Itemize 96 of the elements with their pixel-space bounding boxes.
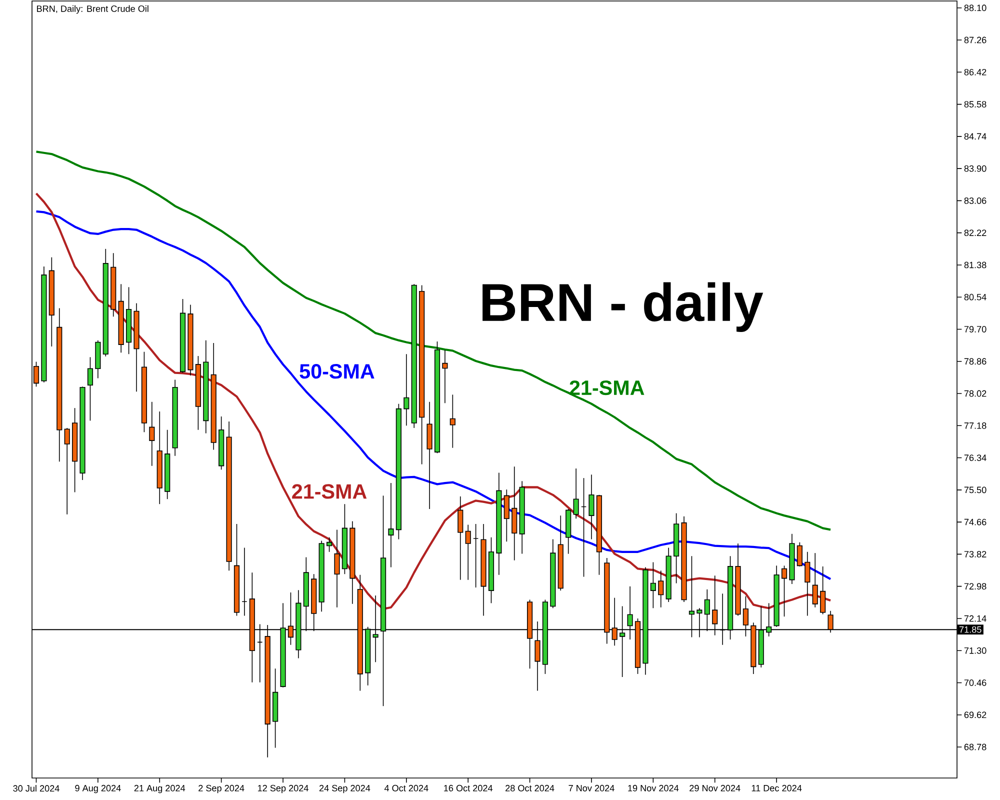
candlestick [650,562,656,609]
candlestick [203,340,209,434]
candlestick [735,543,741,616]
candlestick [350,520,356,604]
candlestick [141,351,147,433]
chart-subtitle: BRN, Daily: Brent Crude Oil [37,5,148,14]
x-tick-label: 29 Nov 2024 [690,784,740,792]
y-tick-label: 69.62 [964,712,986,718]
y-tick-label: 83.90 [964,165,986,172]
candlestick [450,394,456,448]
x-tick-label: 4 Oct 2024 [384,784,428,792]
candlestick [388,482,394,568]
candlestick [458,496,464,580]
x-tick-label: 12 Sep 2024 [258,784,308,794]
candlestick [404,354,410,426]
candlestick [226,421,232,572]
y-tick-label: 70.46 [964,680,986,686]
candlestick [812,552,818,608]
y-tick-label: 85.58 [964,101,986,108]
candlestick [519,480,525,554]
y-tick-label: 72.14 [964,615,986,622]
y-tick-label: 78.86 [964,358,986,365]
candlestick [789,534,795,584]
y-tick-label: 80.54 [964,294,986,300]
candlestick [242,547,248,616]
candlestick [558,515,564,591]
y-tick-label: 74.66 [964,518,986,526]
y-tick-label: 86.42 [964,68,986,76]
candlestick [488,536,494,604]
candlestick [512,466,518,561]
candlestick [774,565,780,628]
candlestick [95,340,101,379]
candlestick [149,402,155,466]
candlestick [102,248,108,357]
candlestick [496,472,502,576]
candlestick [580,478,587,578]
y-tick-label: 81.38 [964,262,986,268]
y-tick-label: 68.78 [964,744,986,750]
x-tick-label: 24 Sep 2024 [319,784,370,794]
y-tick-label: 77.18 [964,422,986,429]
candlestick [56,308,62,462]
series-label: 21-SMA [292,484,367,499]
candlestick [674,512,680,584]
candlestick [681,516,687,602]
text: BRN - daily [482,282,764,332]
x-tick-label: 21 Aug 2024 [134,784,186,794]
x-tick-label: 19 Nov 2024 [628,784,679,792]
x-tick-label: 2 Sep 2024 [198,784,244,794]
candlestick [210,342,216,450]
y-tick-label: 83.06 [964,197,986,204]
candlestick [118,284,124,353]
ref-line-label: 71.85 [959,626,982,633]
candlestick [550,538,556,609]
candlestick [41,266,47,383]
candlestick [573,468,579,520]
candlestick [666,547,672,602]
candlestick [48,256,54,347]
candlestick [804,552,810,616]
candlestick [188,304,194,376]
y-tick-label: 73.82 [964,550,986,558]
y-tick-label: 71.30 [964,647,986,654]
candlestick [72,408,78,493]
x-tick-label: 7 Nov 2024 [568,784,614,792]
candlestick [87,356,94,422]
candlestick [465,524,471,580]
candlestick [588,474,594,540]
candlestick [172,379,178,456]
y-tick-label: 76.34 [964,454,986,461]
series-label: 21-SMA [570,380,644,396]
y-tick-label: 87.26 [964,36,986,44]
y-tick-label: 88.10 [964,4,986,12]
x-tick-label: 16 Oct 2024 [444,784,493,792]
candlestick [110,252,116,318]
x-tick-label: 11 Dec 2024 [752,784,802,792]
candlestick [442,350,448,404]
candlestick [334,529,340,608]
candlestick [272,668,278,748]
y-tick-label: 78.02 [964,390,986,397]
candlestick [480,524,486,616]
candlestick [473,524,479,588]
candlestick [126,286,132,355]
y-tick-label: 84.74 [964,133,986,140]
y-tick-label: 82.22 [964,230,986,236]
candlestick [426,402,432,510]
x-tick-label: 9 Aug 2024 [75,784,121,794]
candlestick [658,570,664,608]
candlestick [134,302,140,392]
candlestick [411,284,417,428]
series-label: 50-SMA [300,364,374,379]
x-tick-label: 30 Jul 2024 [13,784,60,792]
y-tick-label: 75.50 [964,486,986,494]
candlestick [80,386,86,480]
y-tick-label: 72.98 [964,583,986,590]
y-tick-label: 79.70 [964,326,986,332]
candlestick [156,411,162,504]
x-tick-label: 28 Oct 2024 [506,784,554,792]
